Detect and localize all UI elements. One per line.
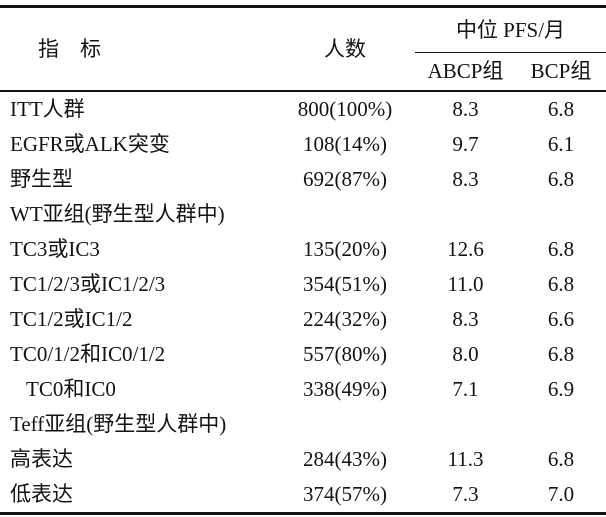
header-indicator: 指 标 [38, 36, 101, 61]
table-row: TC1/2或IC1/2 224(32%) 8.3 6.6 [0, 302, 606, 337]
cell-count: 338(49%) [303, 377, 387, 401]
cell-abcp: 7.3 [452, 482, 479, 506]
cell-indicator: 高表达 [10, 447, 73, 471]
cell-bcp: 6.6 [547, 307, 575, 331]
cell-abcp [415, 197, 516, 232]
header-median-pfs: 中位 PFS/月 [415, 6, 606, 53]
cell-abcp: 8.3 [452, 307, 479, 331]
cell-count: 135(20%) [303, 237, 387, 261]
table-row: TC0/1/2和IC0/1/2 557(80%) 8.0 6.8 [0, 337, 606, 372]
cell-indicator: TC1/2/3或IC1/2/3 [10, 272, 166, 296]
cell-abcp: 11.3 [447, 447, 484, 471]
table-row: 野生型 692(87%) 8.3 6.8 [0, 162, 606, 197]
table-row: TC0和IC0 338(49%) 7.1 6.9 [0, 372, 606, 407]
cell-bcp: 6.8 [547, 447, 575, 471]
cell-count: 692(87%) [303, 167, 387, 191]
table-row: EGFR或ALK突变 108(14%) 9.7 6.1 [0, 127, 606, 162]
cell-indicator: ITT人群 [10, 97, 85, 121]
cell-bcp: 7.0 [547, 482, 575, 506]
cell-indicator: Teff亚组(野生型人群中) [10, 412, 227, 436]
cell-count: 800(100%) [297, 97, 393, 121]
cell-abcp: 11.0 [447, 272, 484, 296]
cell-count: 354(51%) [303, 272, 387, 296]
cell-abcp [415, 407, 516, 442]
table-body: ITT人群 800(100%) 8.3 6.8 EGFR或ALK突变 108(1… [0, 91, 606, 514]
cell-bcp: 6.8 [547, 97, 575, 121]
cell-indicator: EGFR或ALK突变 [10, 132, 170, 156]
header-abcp-group: ABCP组 [427, 59, 504, 83]
cell-abcp: 8.3 [452, 167, 479, 191]
cell-count: 284(43%) [303, 447, 387, 471]
cell-indicator: TC1/2或IC1/2 [10, 307, 133, 331]
table-section-row: WT亚组(野生型人群中) [0, 197, 606, 232]
cell-count: 224(32%) [303, 307, 387, 331]
cell-bcp: 6.8 [547, 167, 575, 191]
cell-abcp: 12.6 [447, 237, 484, 261]
pfs-table: 指 标 人数 中位 PFS/月 ABCP组 BCP组 ITT人群 800(100… [0, 5, 606, 515]
cell-count [235, 407, 415, 442]
table-row: 低表达 374(57%) 7.3 7.0 [0, 477, 606, 514]
cell-bcp [516, 197, 606, 232]
header-count: 人数 [324, 36, 366, 61]
cell-count: 108(14%) [303, 132, 387, 156]
header-bcp-group: BCP组 [530, 59, 592, 83]
cell-indicator: TC0/1/2和IC0/1/2 [10, 342, 166, 366]
cell-indicator: TC0和IC0 [26, 377, 116, 401]
cell-bcp: 6.8 [547, 272, 575, 296]
table-row: TC1/2/3或IC1/2/3 354(51%) 11.0 6.8 [0, 267, 606, 302]
cell-count [235, 197, 415, 232]
cell-bcp: 6.1 [547, 132, 575, 156]
cell-abcp: 8.3 [452, 97, 479, 121]
table-row: 高表达 284(43%) 11.3 6.8 [0, 442, 606, 477]
table-header: 指 标 人数 中位 PFS/月 ABCP组 BCP组 [0, 6, 606, 92]
cell-count: 557(80%) [303, 342, 387, 366]
cell-bcp: 6.9 [547, 377, 575, 401]
header-row-1: 指 标 人数 中位 PFS/月 [0, 6, 606, 59]
table-row: ITT人群 800(100%) 8.3 6.8 [0, 91, 606, 127]
cell-indicator: WT亚组(野生型人群中) [10, 202, 225, 226]
cell-abcp: 8.0 [452, 342, 479, 366]
table-row: TC3或IC3 135(20%) 12.6 6.8 [0, 232, 606, 267]
cell-indicator: TC3或IC3 [10, 237, 100, 261]
cell-abcp: 7.1 [452, 377, 479, 401]
header-row-2: ABCP组 BCP组 [0, 53, 606, 92]
cell-count: 374(57%) [303, 482, 387, 506]
cell-indicator: 低表达 [10, 482, 73, 506]
cell-bcp: 6.8 [547, 342, 575, 366]
cell-indicator: 野生型 [10, 167, 73, 191]
table-section-row: Teff亚组(野生型人群中) [0, 407, 606, 442]
cell-bcp [516, 407, 606, 442]
cell-bcp: 6.8 [547, 237, 575, 261]
cell-abcp: 9.7 [452, 132, 479, 156]
